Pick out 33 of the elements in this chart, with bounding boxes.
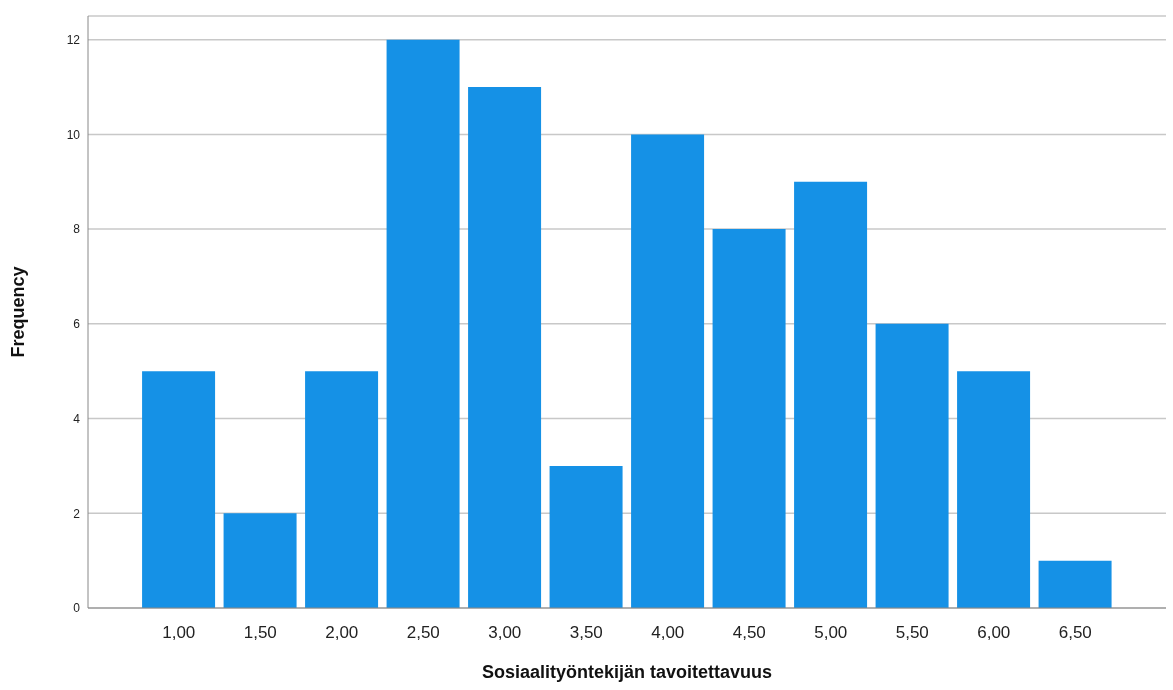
y-tick-label: 6 — [73, 317, 81, 332]
y-tick-label: 8 — [73, 222, 81, 237]
x-tick-label: 3,00 — [488, 623, 522, 643]
bar — [957, 371, 1031, 608]
bar — [142, 371, 216, 608]
bar — [875, 323, 949, 608]
x-tick-label: 6,00 — [977, 623, 1011, 643]
y-tick-label: 10 — [66, 127, 81, 142]
x-tick-label: 1,00 — [162, 623, 196, 643]
x-tick-label: 5,50 — [895, 623, 929, 643]
x-tick-label: 5,00 — [814, 623, 848, 643]
bar — [712, 229, 786, 608]
x-axis-title: Sosiaalityöntekijän tavoitettavuus — [481, 662, 773, 682]
bar — [223, 513, 297, 608]
y-tick-label: 4 — [73, 411, 81, 426]
bar — [1038, 560, 1112, 608]
bar — [305, 371, 379, 608]
y-tick-label: 12 — [66, 32, 81, 47]
x-tick-label: 4,50 — [732, 623, 766, 643]
bar — [468, 87, 542, 608]
y-tick-label: 2 — [73, 506, 81, 521]
x-tick-label: 2,00 — [325, 623, 359, 643]
x-tick-label: 1,50 — [243, 623, 277, 643]
y-axis-title: Frequency — [8, 266, 29, 358]
bar — [631, 134, 705, 608]
x-tick-label: 4,00 — [651, 623, 685, 643]
x-tick-label: 3,50 — [569, 623, 603, 643]
x-tick-label: 2,50 — [406, 623, 440, 643]
bar — [386, 39, 460, 608]
bar — [794, 181, 868, 608]
y-tick-label: 0 — [73, 601, 81, 616]
bar — [549, 465, 623, 608]
x-tick-label: 6,50 — [1058, 623, 1092, 643]
